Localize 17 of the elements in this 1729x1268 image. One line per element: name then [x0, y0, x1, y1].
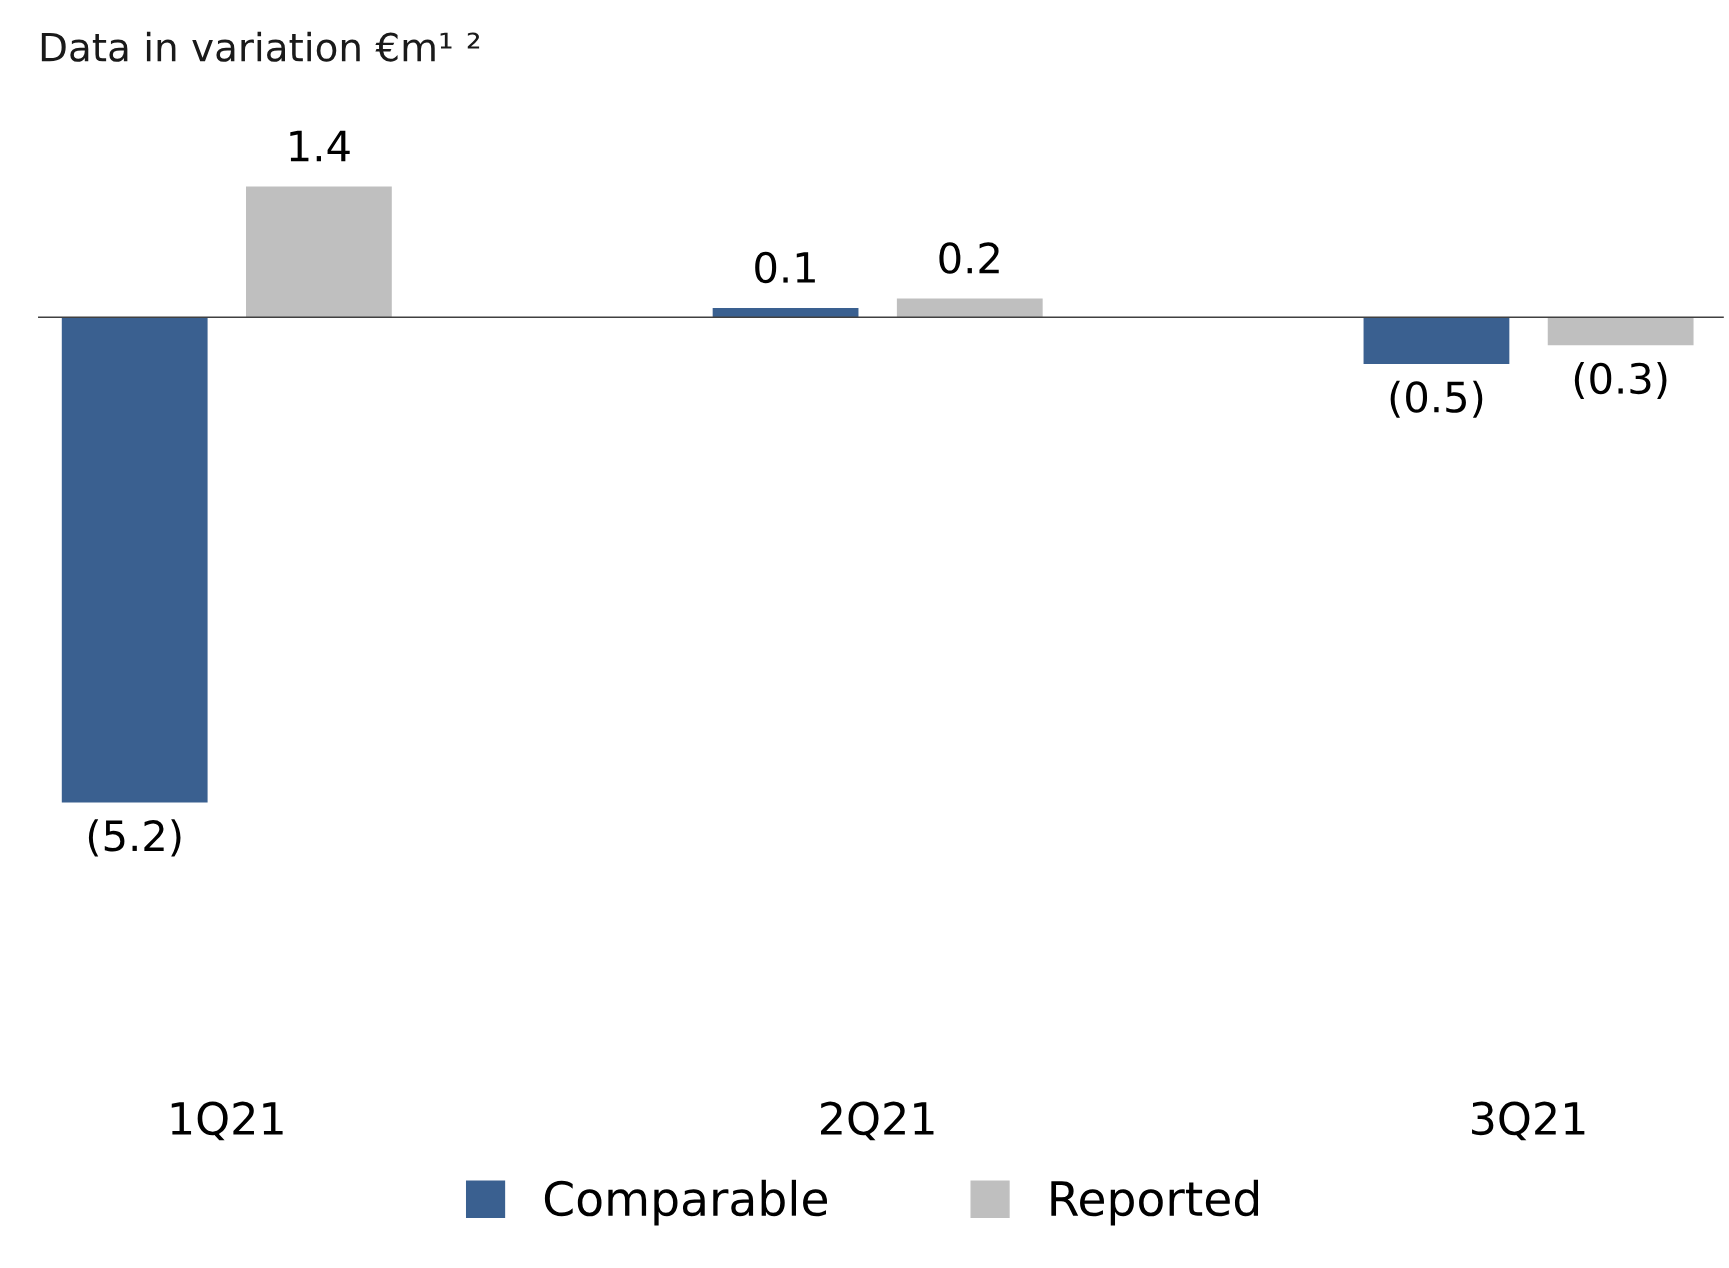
data-label: (0.3)	[1574, 361, 1667, 400]
data-label: (0.5)	[1390, 380, 1483, 418]
bar	[61, 317, 208, 803]
bar	[245, 186, 392, 318]
data-label: 0.2	[939, 242, 999, 274]
data-label: 0.1	[755, 251, 815, 284]
x-tick-label: 2Q21	[821, 1101, 934, 1141]
bar	[896, 298, 1043, 318]
data-label: (5.2)	[88, 819, 181, 857]
data-label: 1.4	[290, 130, 350, 162]
x-tick-label: 1Q21	[171, 1101, 283, 1141]
legend-label: Comparable	[544, 1179, 827, 1226]
chart-title: Data in variation €m¹ ²	[41, 31, 480, 62]
legend-label: Reported	[1051, 1179, 1259, 1226]
bar	[1363, 317, 1510, 364]
bar	[1547, 317, 1694, 346]
x-tick-label: 3Q21	[1472, 1101, 1585, 1141]
